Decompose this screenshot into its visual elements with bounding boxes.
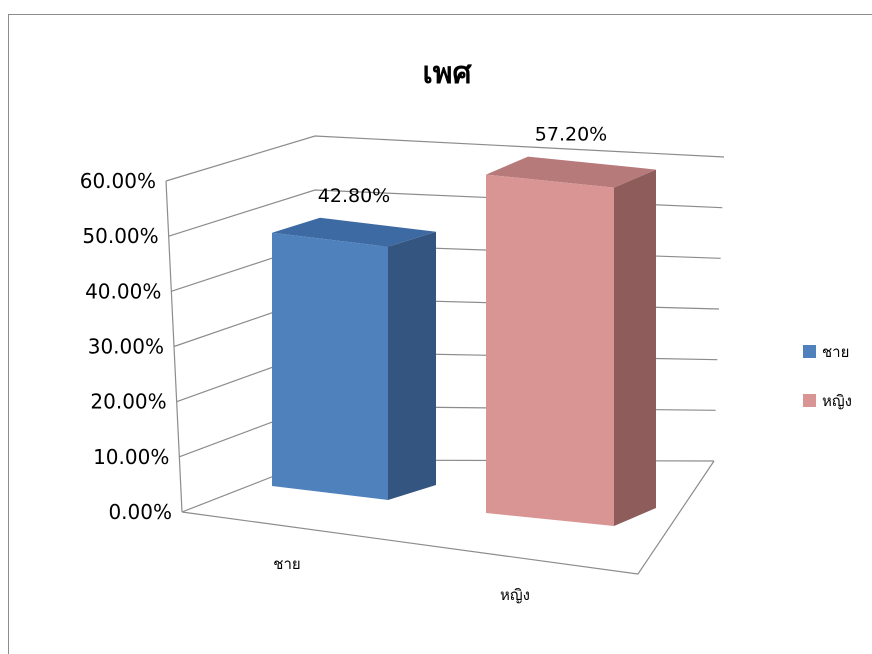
data-label: 42.80%	[318, 185, 390, 207]
chart-frame	[8, 14, 872, 654]
legend-swatch	[803, 394, 816, 407]
y-axis-ticks: 0.00% 10.00% 20.00% 30.00% 40.00% 50.00% 60.00…	[80, 169, 172, 524]
floor-edge	[181, 460, 715, 575]
y-tick-label: 40.00%	[85, 279, 161, 303]
y-tick-label: 60.00%	[80, 169, 156, 193]
bar-front-face	[272, 232, 388, 500]
category-label: หญิง	[500, 586, 530, 604]
y-tick-label: 10.00%	[93, 445, 169, 469]
y-tick-label: 0.00%	[108, 500, 172, 524]
bar-male	[272, 217, 436, 500]
y-tick-label: 50.00%	[82, 224, 158, 248]
chart-title: เพศ	[422, 56, 472, 91]
data-label: 57.20%	[535, 124, 607, 146]
legend-label: หญิง	[822, 392, 852, 410]
bar-female	[486, 156, 656, 527]
y-tick-label: 30.00%	[88, 335, 164, 359]
category-label: ชาย	[273, 555, 300, 573]
bars: 42.80% 57.20%	[272, 124, 656, 527]
bar-side-face	[388, 231, 436, 500]
y-tick-label: 20.00%	[90, 390, 166, 414]
bar-side-face	[614, 169, 656, 527]
bar-top-face	[272, 217, 436, 247]
legend-item: หญิง	[803, 392, 852, 410]
legend-label: ชาย	[822, 343, 849, 361]
gridline	[165, 135, 725, 182]
legend-item: ชาย	[803, 343, 849, 361]
bar-front-face	[486, 174, 614, 527]
legend-swatch	[803, 345, 816, 358]
bar-top-face	[486, 156, 656, 188]
